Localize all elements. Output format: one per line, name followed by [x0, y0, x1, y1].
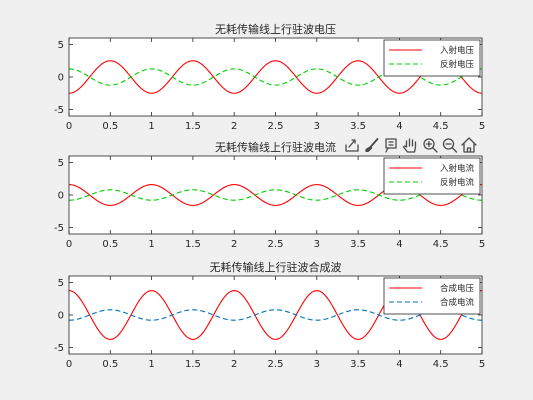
y-tick-label: -5	[54, 223, 64, 234]
x-tick-label: 2.5	[268, 239, 284, 250]
x-tick-label: 2.5	[268, 121, 284, 132]
legend-label-2: 反射电压	[440, 59, 475, 70]
x-tick-label: 0.5	[102, 359, 118, 370]
legend-label-2: 反射电流	[440, 177, 475, 188]
y-tick-label: 5	[58, 40, 64, 51]
x-tick-label: 3.5	[350, 239, 366, 250]
x-tick-label: 4.5	[433, 359, 449, 370]
x-tick-label: 1	[148, 121, 154, 132]
zoom-in-plus	[425, 140, 438, 153]
x-tick-label: 5	[479, 121, 485, 132]
x-tick-label: 5	[479, 359, 485, 370]
subplot-1: 0 0.5 1 1.5 2 2.5 3 3.5 4 4.5 5-505无耗传输线上行驻波电压入射电压…	[54, 22, 485, 132]
x-tick-label: 0	[66, 121, 72, 132]
x-tick-label: 4.5	[433, 239, 449, 250]
legend-label-1: 入射电流	[440, 163, 475, 174]
x-tick-label: 4.5	[433, 121, 449, 132]
axes-toolbar	[344, 137, 477, 153]
x-tick-label: 4	[396, 121, 402, 132]
datatip-lines	[385, 141, 394, 153]
x-tick-label: 2.5	[268, 359, 284, 370]
hand-shape	[402, 138, 417, 153]
subplot-3: 0 0.5 1 1.5 2 2.5 3 3.5 4 4.5 5-505无耗传输线上行驻波合成波合成电…	[54, 260, 485, 370]
legend-label-1: 入射电压	[440, 45, 475, 56]
brush-icon[interactable]	[364, 137, 380, 153]
zoom-out-minus	[445, 143, 458, 153]
zoom-in-icon[interactable]	[422, 137, 438, 153]
export-tray	[345, 144, 359, 152]
y-tick-label: 0	[58, 73, 64, 84]
y-tick-label: -5	[54, 105, 64, 116]
y-tick-label: 0	[58, 191, 64, 202]
pan-hand-icon[interactable]	[402, 137, 419, 153]
x-tick-label: 1.5	[185, 359, 201, 370]
datatip-box	[385, 138, 397, 149]
legend-box	[383, 157, 481, 195]
brush-handle	[369, 138, 379, 148]
x-tick-label: 4	[396, 239, 402, 250]
chart-title: 无耗传输线上行驻波电压	[215, 22, 336, 36]
series-line-2	[69, 68, 482, 86]
x-tick-label: 3	[314, 239, 320, 250]
x-tick-label: 0.5	[102, 239, 118, 250]
x-tick-label: 3.5	[350, 121, 366, 132]
x-tick-label: 2	[231, 121, 237, 132]
export-arrow	[348, 139, 356, 148]
legend-label-2: 合成电流	[440, 297, 475, 308]
datatip-icon[interactable]	[383, 137, 399, 153]
brush-tip	[365, 146, 373, 152]
x-tick-label: 1.5	[185, 121, 201, 132]
chart-title: 无耗传输线上行驻波合成波	[210, 260, 342, 274]
home-icon[interactable]	[461, 137, 477, 153]
export-icon[interactable]	[344, 137, 360, 153]
x-tick-label: 1.5	[185, 239, 201, 250]
chart-title: 无耗传输线上行驻波电流	[215, 140, 336, 154]
x-tick-label: 4	[396, 359, 402, 370]
x-tick-label: 1	[148, 239, 154, 250]
legend-label-1: 合成电压	[440, 283, 475, 294]
home-shape	[461, 137, 477, 153]
zoom-in-lens	[423, 138, 435, 150]
subplot-2: 0 0.5 1 1.5 2 2.5 3 3.5 4 4.5 5-505无耗传输线上行驻波电流入射电流…	[54, 140, 485, 250]
series-line-1	[69, 60, 482, 94]
y-tick-label: 0	[58, 311, 64, 322]
legend-box	[383, 277, 481, 315]
y-tick-label: 5	[58, 158, 64, 169]
x-tick-label: 0	[66, 359, 72, 370]
zoom-out-icon[interactable]	[442, 137, 458, 153]
x-tick-label: 3	[314, 359, 320, 370]
legend-box	[383, 39, 481, 77]
x-tick-label: 3.5	[350, 359, 366, 370]
x-tick-label: 3	[314, 121, 320, 132]
x-tick-label: 0.5	[102, 121, 118, 132]
x-tick-label: 0	[66, 239, 72, 250]
y-tick-label: 5	[58, 278, 64, 289]
zoom-out-lens	[442, 138, 455, 150]
x-tick-label: 1	[148, 359, 154, 370]
x-tick-label: 2	[231, 239, 237, 250]
y-tick-label: -5	[54, 343, 64, 354]
x-tick-label: 5	[479, 239, 485, 250]
x-tick-label: 2	[231, 359, 237, 370]
